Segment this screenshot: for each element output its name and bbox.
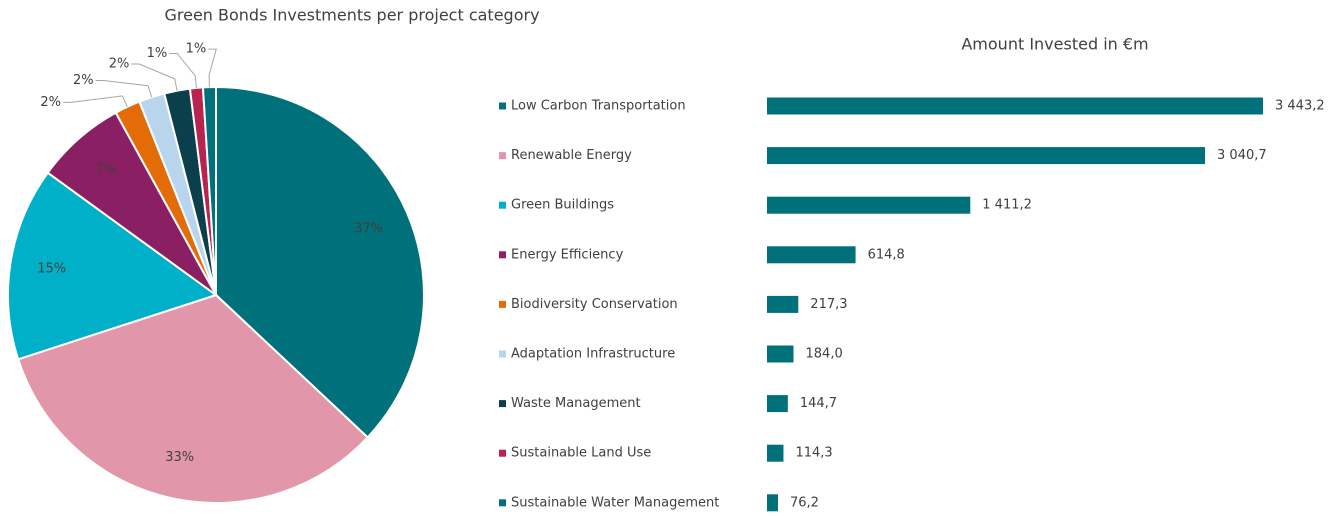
slice-label: 1%	[186, 42, 207, 57]
bar	[767, 97, 1263, 115]
legend-marker	[499, 449, 506, 457]
category-label: Adaptation Infrastructure	[511, 347, 675, 362]
legend-marker	[499, 102, 506, 110]
bar	[767, 246, 856, 264]
value-label: 3 443,2	[1275, 99, 1325, 114]
value-label: 1 411,2	[982, 198, 1032, 213]
bar	[767, 345, 794, 363]
category-label: Waste Management	[511, 396, 641, 411]
category-label: Biodiversity Conservation	[511, 297, 678, 312]
value-label: 114,3	[795, 446, 832, 461]
bar	[767, 444, 784, 462]
legend-marker	[499, 152, 506, 160]
legend-marker	[499, 350, 506, 358]
bar	[767, 196, 971, 214]
leader-line	[131, 63, 178, 91]
legend-marker	[499, 400, 506, 408]
category-label: Sustainable Water Management	[511, 495, 719, 510]
value-label: 184,0	[806, 347, 843, 362]
category-label: Sustainable Land Use	[511, 446, 651, 461]
legend-marker	[499, 499, 506, 507]
value-label: 217,3	[810, 297, 847, 312]
bar	[767, 295, 799, 313]
bar	[767, 395, 788, 413]
slice-label: 33%	[165, 450, 194, 465]
category-label: Energy Efficiency	[511, 247, 624, 262]
slice-label: 2%	[40, 95, 61, 110]
category-label: Renewable Energy	[511, 148, 632, 163]
category-label: Green Buildings	[511, 198, 614, 213]
slice-label: 2%	[73, 73, 94, 88]
bar-title: Amount Invested in €m	[961, 35, 1148, 54]
value-label: 3 040,7	[1217, 148, 1267, 163]
value-label: 614,8	[868, 247, 905, 262]
slice-label: 1%	[147, 46, 168, 61]
leader-line	[169, 52, 197, 88]
value-label: 76,2	[790, 495, 819, 510]
bar	[767, 494, 778, 512]
bar	[767, 147, 1206, 165]
pie-slice	[215, 85, 425, 439]
slice-label: 15%	[37, 261, 66, 276]
slice-label: 37%	[354, 221, 383, 236]
pie-title: Green Bonds Investments per project cate…	[164, 6, 539, 25]
pie-slice	[7, 171, 219, 361]
leader-line	[208, 48, 217, 88]
legend-marker	[499, 300, 506, 308]
category-label: Low Carbon Transportation	[511, 99, 686, 114]
leader-line	[62, 95, 128, 108]
slice-label: 2%	[109, 57, 130, 72]
slice-label: 7%	[96, 163, 117, 178]
legend-marker	[499, 251, 506, 259]
pie-slice	[16, 293, 370, 504]
leader-line	[95, 79, 153, 98]
value-label: 144,7	[800, 396, 837, 411]
legend-marker	[499, 201, 506, 209]
